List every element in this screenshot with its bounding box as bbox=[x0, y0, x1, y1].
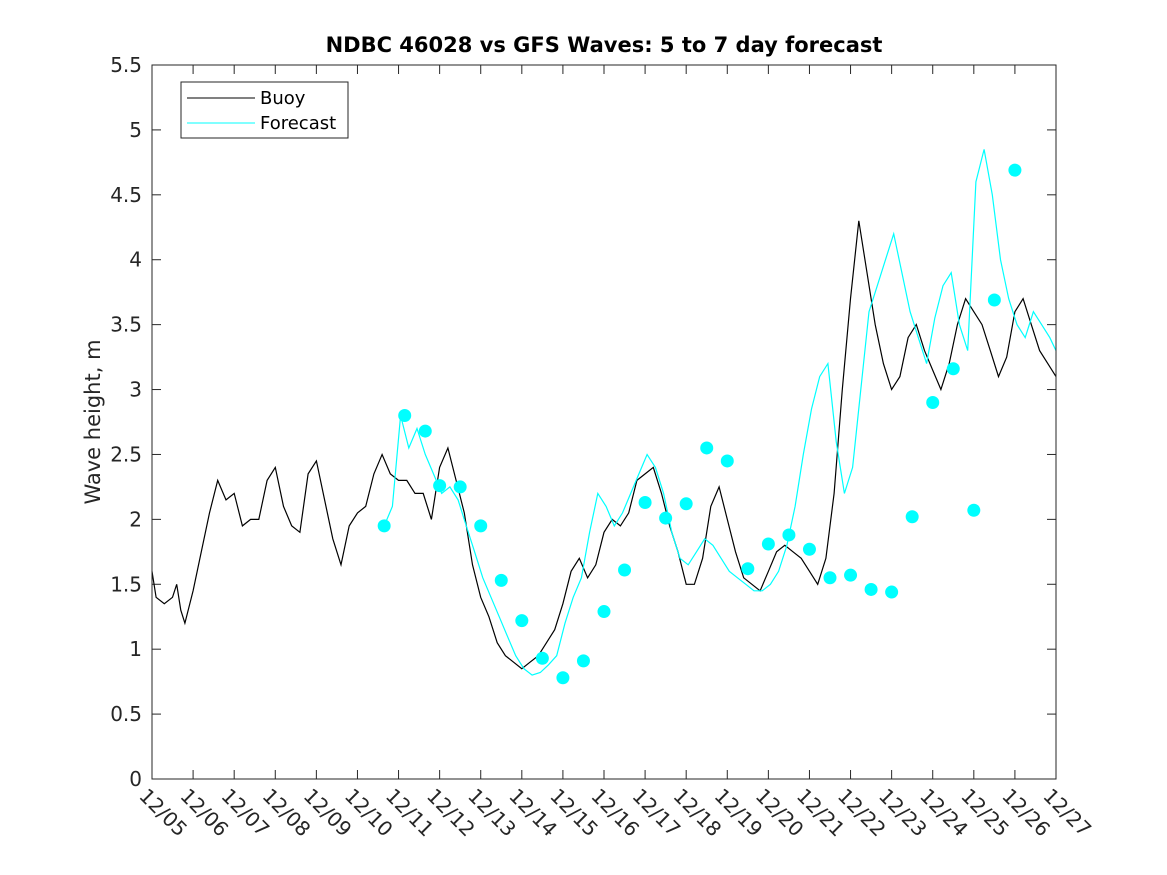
plot-frame bbox=[151, 64, 1057, 780]
forecast-marker bbox=[885, 585, 899, 599]
y-tick-label: 5 bbox=[129, 118, 142, 142]
forecast-marker bbox=[618, 563, 632, 577]
forecast-marker bbox=[987, 293, 1001, 307]
chart-title: NDBC 46028 vs GFS Waves: 5 to 7 day fore… bbox=[326, 33, 883, 57]
series-line-buoy bbox=[151, 220, 1057, 670]
forecast-marker bbox=[597, 605, 611, 619]
legend: Buoy Forecast bbox=[180, 81, 349, 139]
y-tick-label: 5.5 bbox=[110, 53, 142, 77]
forecast-marker bbox=[679, 497, 693, 511]
forecast-marker bbox=[576, 654, 590, 668]
forecast-marker bbox=[474, 519, 488, 533]
x-tick-labels: 12/0512/0612/0712/0812/0912/1012/1112/12… bbox=[134, 784, 1096, 842]
y-axis-label: Wave height, m bbox=[81, 339, 105, 504]
y-tick-label: 3.5 bbox=[110, 313, 142, 337]
forecast-marker bbox=[535, 651, 549, 665]
forecast-marker bbox=[720, 454, 734, 468]
forecast-marker bbox=[659, 511, 673, 525]
forecast-marker bbox=[453, 480, 467, 494]
marker-layer bbox=[377, 163, 1022, 685]
forecast-marker bbox=[782, 528, 796, 542]
y-tick-label: 4 bbox=[129, 248, 142, 272]
plot-background bbox=[152, 65, 1056, 779]
forecast-marker bbox=[638, 495, 652, 509]
forecast-marker bbox=[515, 614, 529, 628]
forecast-marker bbox=[802, 542, 816, 556]
forecast-marker bbox=[1008, 163, 1022, 177]
y-tick-label: 1.5 bbox=[110, 572, 142, 596]
x-tick-label: 12/27 bbox=[1038, 784, 1096, 842]
legend-label-forecast: Forecast bbox=[260, 113, 336, 134]
forecast-marker bbox=[700, 441, 714, 455]
forecast-marker bbox=[946, 362, 960, 376]
forecast-marker bbox=[844, 568, 858, 582]
forecast-marker bbox=[398, 409, 412, 423]
forecast-marker bbox=[823, 571, 837, 585]
forecast-marker bbox=[433, 479, 447, 493]
forecast-marker bbox=[741, 562, 755, 576]
series-line-forecast bbox=[383, 149, 1057, 676]
legend-label-buoy: Buoy bbox=[260, 88, 306, 109]
y-tick-label: 0 bbox=[129, 767, 142, 791]
y-tick-label: 1 bbox=[129, 637, 142, 661]
forecast-marker bbox=[556, 671, 570, 685]
forecast-marker bbox=[494, 573, 508, 587]
y-tick-labels: 0 0.5 1 1.5 2 2.5 3 3.5 4 4.5 5 5.5 bbox=[110, 53, 142, 791]
y-tick-label: 3 bbox=[129, 378, 142, 402]
series-layer bbox=[151, 149, 1057, 676]
y-tick-label: 0.5 bbox=[110, 702, 142, 726]
y-tick-label: 2.5 bbox=[110, 442, 142, 466]
forecast-marker bbox=[761, 537, 775, 551]
forecast-marker bbox=[864, 582, 878, 596]
y-tick-label: 4.5 bbox=[110, 183, 142, 207]
y-tick-label: 2 bbox=[129, 507, 142, 531]
forecast-marker bbox=[905, 510, 919, 524]
legend-box bbox=[180, 81, 349, 139]
forecast-marker bbox=[418, 424, 432, 438]
forecast-marker bbox=[926, 396, 940, 410]
forecast-marker bbox=[967, 503, 981, 517]
forecast-marker bbox=[377, 519, 391, 533]
